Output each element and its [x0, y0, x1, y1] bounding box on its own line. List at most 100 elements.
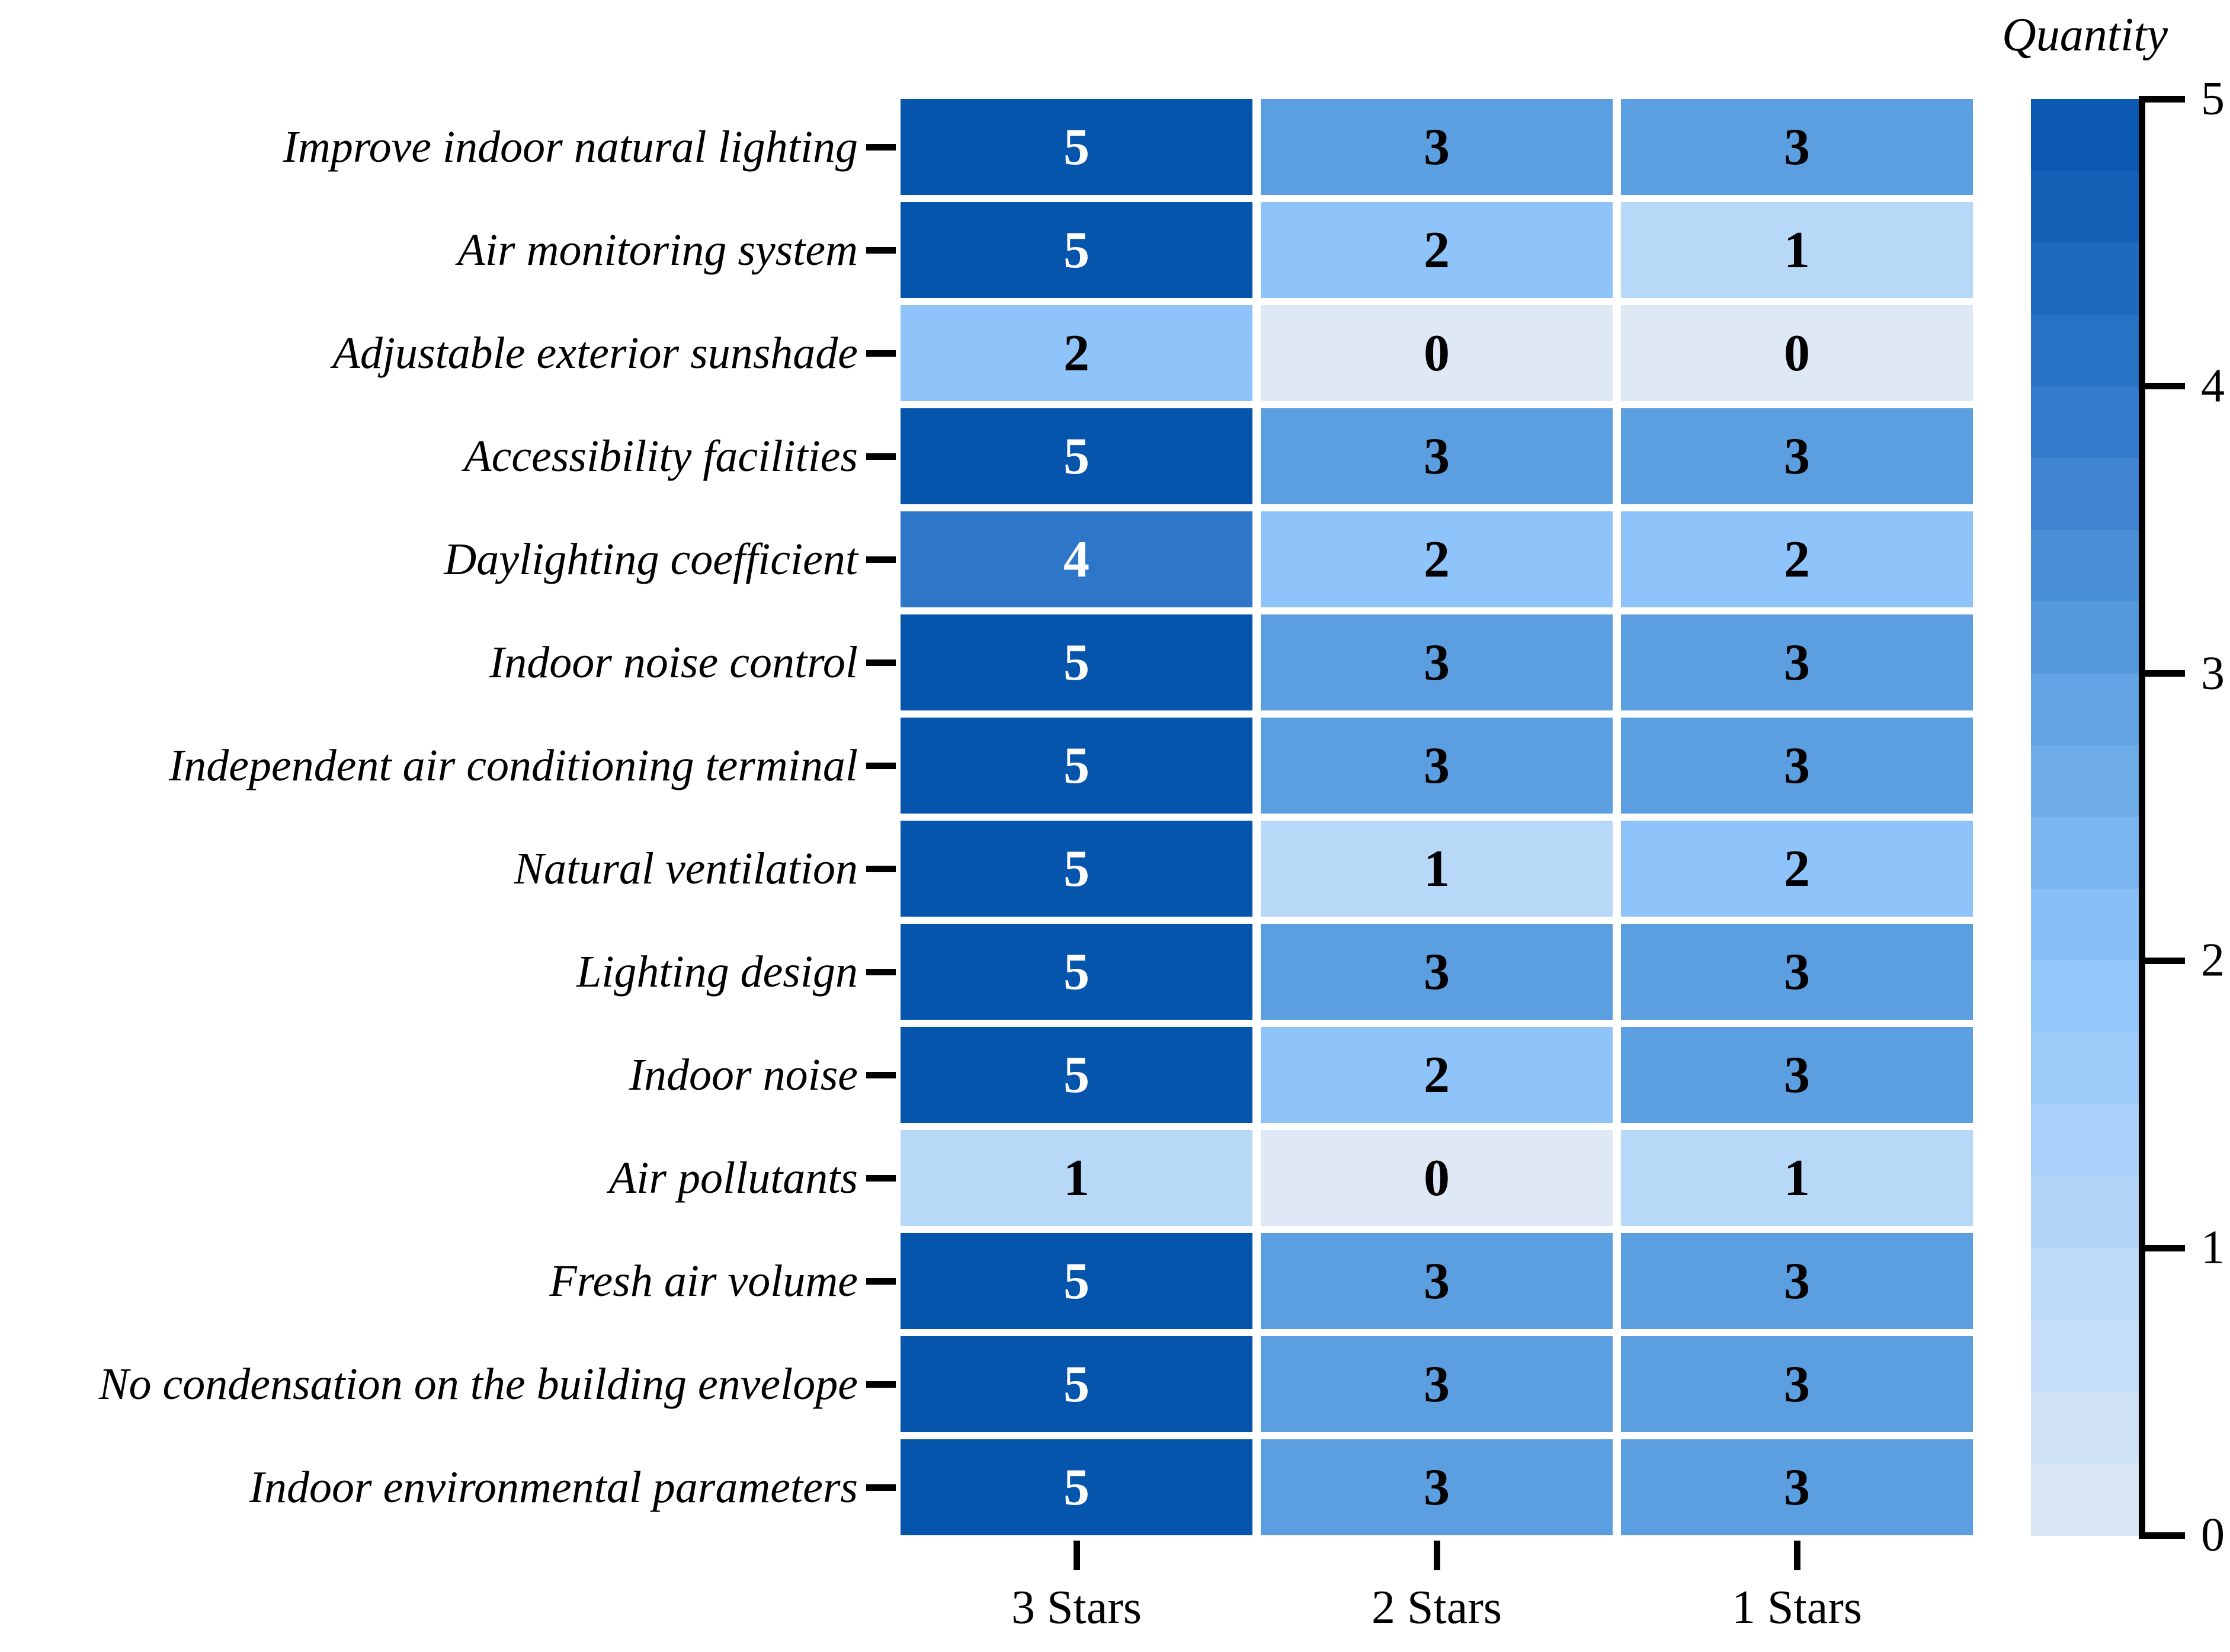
colorbar-tick-mark: [2139, 1244, 2185, 1251]
y-tick-mark: [866, 865, 896, 872]
colorbar-tick-mark: [2139, 670, 2185, 677]
row-label: Indoor noise control: [489, 637, 858, 687]
heatmap-cell: 5: [901, 718, 1252, 814]
heatmap-cell: 3: [1621, 1439, 1973, 1535]
heatmap-cell: 3: [1261, 408, 1613, 504]
colorbar-tick-label: 4: [2201, 360, 2225, 412]
row-label: Improve indoor natural lighting: [283, 121, 858, 172]
row-label: Independent air conditioning terminal: [168, 740, 858, 790]
colorbar-band: [2031, 386, 2139, 459]
heatmap-cell: 3: [1261, 1439, 1613, 1535]
y-tick-mark: [866, 453, 896, 460]
row-label: Air monitoring system: [457, 225, 858, 275]
heatmap-cell: 5: [901, 924, 1252, 1020]
row-label: Daylighting coefficient: [444, 534, 858, 584]
heatmap-cell: 1: [1261, 821, 1613, 917]
row-label: No condensation on the building envelope: [98, 1359, 858, 1409]
heatmap-cell: 3: [1621, 1027, 1973, 1123]
row-label: Natural ventilation: [514, 843, 858, 894]
colorbar-tick-label: 1: [2201, 1221, 2225, 1274]
heatmap-cell: 5: [901, 202, 1252, 298]
heatmap-cell: 3: [1261, 1233, 1613, 1329]
y-tick-mark: [866, 762, 896, 769]
y-tick-mark: [866, 143, 896, 151]
heatmap-cell: 5: [901, 408, 1252, 504]
heatmap-cell: 1: [1621, 202, 1973, 298]
y-tick-mark: [866, 556, 896, 563]
y-tick-mark: [866, 350, 896, 357]
y-tick-mark: [866, 968, 896, 975]
colorbar-band: [2031, 1463, 2139, 1536]
heatmap-cell: 0: [1621, 305, 1973, 401]
colorbar-band: [2031, 314, 2139, 387]
colorbar-band: [2031, 99, 2139, 172]
colorbar-band: [2031, 242, 2139, 315]
colorbar-band: [2031, 745, 2139, 818]
heatmap-cell: 1: [901, 1130, 1252, 1226]
x-tick-mark: [1073, 1541, 1080, 1570]
colorbar-band: [2031, 1176, 2139, 1249]
y-tick-mark: [866, 246, 896, 254]
x-tick-mark: [1793, 1541, 1800, 1570]
heatmap-cell: 5: [901, 1027, 1252, 1123]
heatmap-cell: 3: [1621, 99, 1973, 195]
colorbar-band: [2031, 601, 2139, 674]
heatmap-cell: 5: [901, 614, 1252, 710]
heatmap-cell: 4: [901, 511, 1252, 607]
colorbar-tick-label: 2: [2201, 934, 2225, 987]
heatmap-cell: 0: [1261, 305, 1613, 401]
colorbar-tick-label: 5: [2201, 72, 2225, 125]
colorbar-tick-mark: [2139, 95, 2185, 103]
heatmap-cell: 0: [1261, 1130, 1613, 1226]
heatmap-cell: 3: [1261, 1336, 1613, 1432]
heatmap-cell: 3: [1621, 924, 1973, 1020]
colorbar-tick-mark: [2139, 1532, 2185, 1539]
colorbar-band: [2031, 1032, 2139, 1105]
colorbar-tick-label: 0: [2201, 1509, 2225, 1561]
colorbar-band: [2031, 530, 2139, 603]
colorbar-band: [2031, 458, 2139, 531]
heatmap-cell: 2: [1621, 821, 1973, 917]
x-tick-mark: [1433, 1541, 1440, 1570]
colorbar-band: [2031, 1248, 2139, 1321]
colorbar-band: [2031, 1104, 2139, 1177]
colorbar-tick-mark: [2139, 957, 2185, 964]
colorbar-band: [2031, 673, 2139, 746]
colorbar-band: [2031, 1320, 2139, 1392]
colorbar-band: [2031, 1391, 2139, 1464]
heatmap-cell: 3: [1261, 614, 1613, 710]
heatmap-cell: 1: [1621, 1130, 1973, 1226]
row-label: Fresh air volume: [549, 1256, 858, 1306]
row-label: Adjustable exterior sunshade: [332, 328, 858, 378]
colorbar-title: Quantity: [2002, 9, 2168, 61]
colorbar-band: [2031, 961, 2139, 1033]
heatmap-cell: 5: [901, 1439, 1252, 1535]
heatmap-cell: 3: [1261, 924, 1613, 1020]
heatmap-cell: 3: [1621, 614, 1973, 710]
colorbar-tick-mark: [2139, 383, 2185, 390]
heatmap-cell: 2: [1261, 1027, 1613, 1123]
row-label: Accessibility facilities: [464, 431, 858, 481]
colorbar-band: [2031, 171, 2139, 244]
row-label: Indoor environmental parameters: [249, 1462, 858, 1512]
heatmap-cell: 3: [1621, 1233, 1973, 1329]
x-tick-label: 1 Stars: [1732, 1581, 1862, 1634]
heatmap-cell: 3: [1621, 408, 1973, 504]
colorbar-band: [2031, 889, 2139, 962]
colorbar-band: [2031, 817, 2139, 890]
row-label: Air pollutants: [608, 1152, 858, 1203]
heatmap-cell: 2: [1621, 511, 1973, 607]
y-tick-mark: [866, 1278, 896, 1285]
heatmap-cell: 5: [901, 1233, 1252, 1329]
y-tick-mark: [866, 659, 896, 666]
heatmap-cell: 3: [1621, 718, 1973, 814]
colorbar-tick-label: 3: [2201, 647, 2225, 700]
y-tick-mark: [866, 1484, 896, 1491]
y-tick-mark: [866, 1071, 896, 1078]
heatmap-cell: 3: [1261, 718, 1613, 814]
colorbar-axis-line: [2139, 99, 2145, 1539]
heatmap-cell: 2: [1261, 202, 1613, 298]
heatmap-cell: 5: [901, 821, 1252, 917]
x-tick-label: 3 Stars: [1011, 1581, 1142, 1634]
heatmap-cell: 2: [1261, 511, 1613, 607]
